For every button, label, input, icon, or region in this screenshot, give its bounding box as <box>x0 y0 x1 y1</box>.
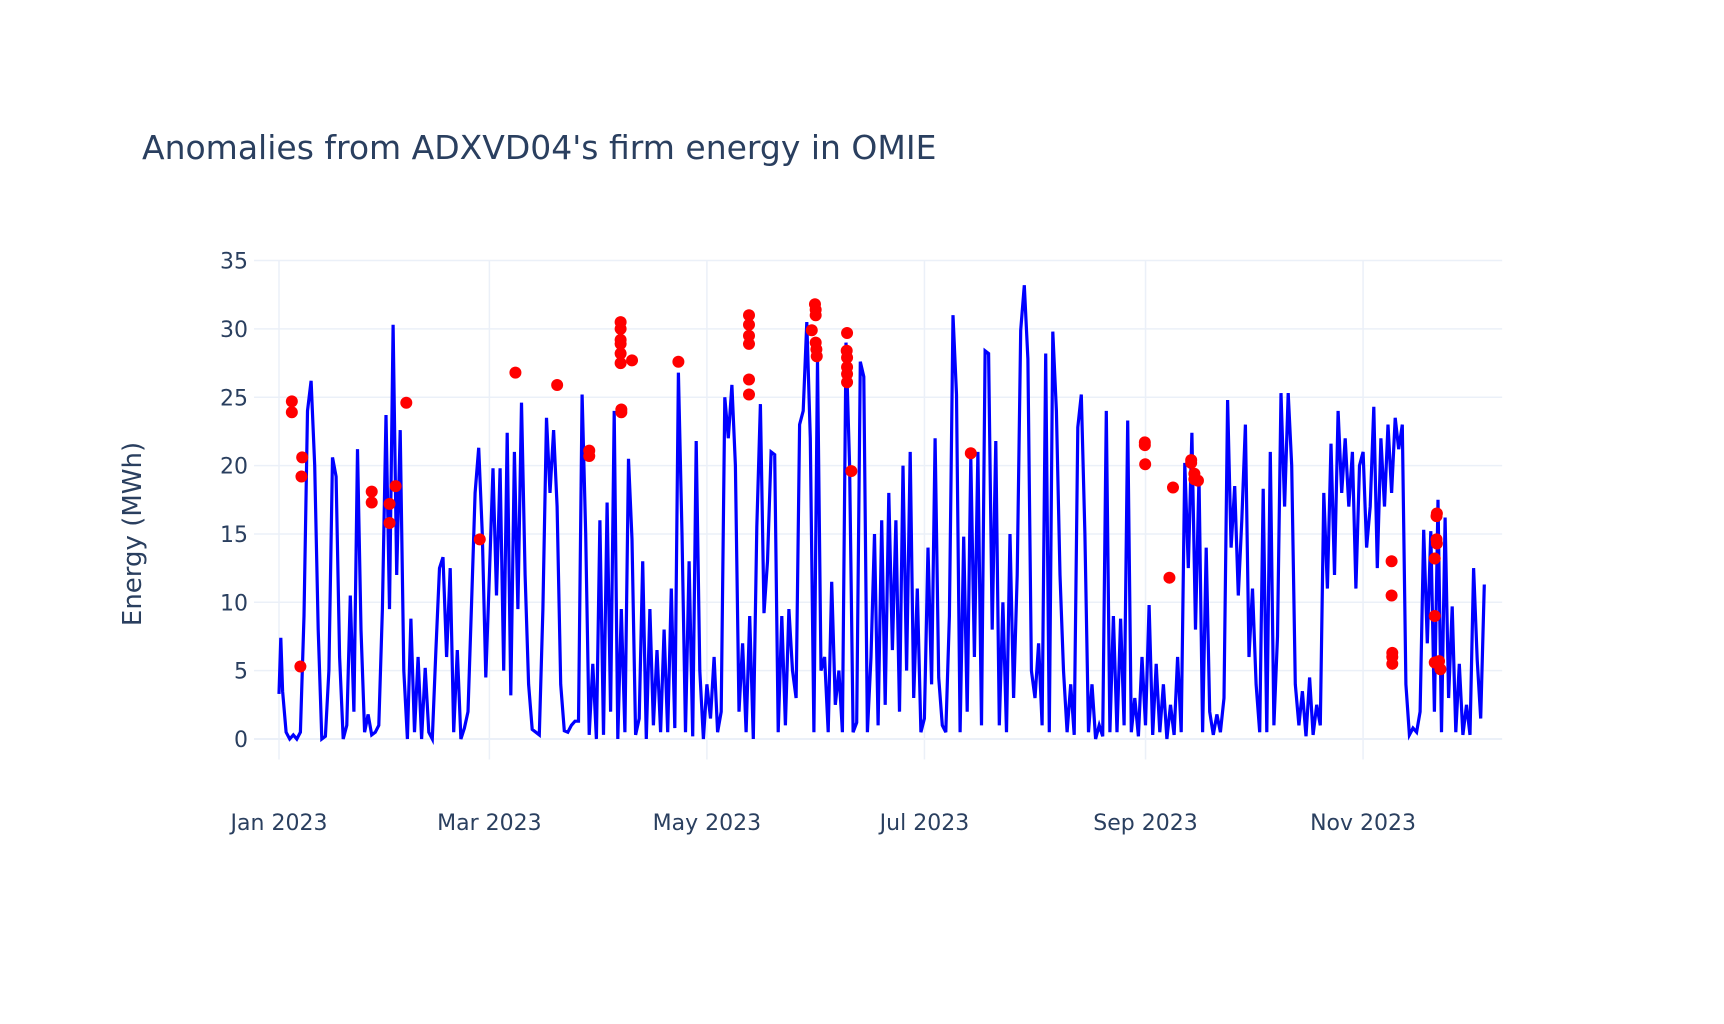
y-axis-ticks: 0 5 10 15 20 25 30 35 <box>220 250 248 753</box>
anomaly-point[interactable] <box>810 350 823 363</box>
x-tick-label: Mar 2023 <box>437 811 542 836</box>
anomaly-point[interactable] <box>841 368 854 381</box>
anomaly-markers <box>285 298 1447 676</box>
anomaly-point[interactable] <box>365 485 378 498</box>
anomaly-point[interactable] <box>583 450 596 463</box>
anomaly-point[interactable] <box>841 327 854 340</box>
anomaly-point[interactable] <box>742 373 755 386</box>
anomaly-point[interactable] <box>845 465 858 478</box>
chart-title: Anomalies from ADXVD04's firm energy in … <box>142 128 937 167</box>
anomaly-point[interactable] <box>1185 456 1198 469</box>
anomaly-point[interactable] <box>509 366 522 379</box>
anomaly-point[interactable] <box>365 496 378 509</box>
anomaly-point[interactable] <box>615 406 628 419</box>
anomaly-point[interactable] <box>1434 663 1447 676</box>
anomaly-point[interactable] <box>294 660 307 673</box>
anomaly-point[interactable] <box>964 447 977 460</box>
anomaly-point[interactable] <box>809 309 822 322</box>
anomaly-point[interactable] <box>742 388 755 401</box>
energy-line-series <box>277 285 1486 746</box>
anomaly-point[interactable] <box>1191 474 1204 487</box>
anomaly-point[interactable] <box>1163 571 1176 584</box>
x-axis-ticks: Jan 2023 Mar 2023 May 2023 Jul 2023 Sep 2023… <box>229 811 1416 836</box>
anomaly-point[interactable] <box>285 406 298 419</box>
anomaly-point[interactable] <box>1430 537 1443 550</box>
anomaly-point[interactable] <box>295 470 308 483</box>
anomaly-point[interactable] <box>614 337 627 350</box>
y-tick-label: 35 <box>220 250 248 275</box>
anomaly-point[interactable] <box>473 533 486 546</box>
y-tick-label: 25 <box>220 386 248 411</box>
anomaly-point[interactable] <box>742 329 755 342</box>
anomaly-point[interactable] <box>383 497 396 510</box>
anomaly-point[interactable] <box>285 395 298 408</box>
anomaly-point[interactable] <box>1386 657 1399 670</box>
anomaly-point[interactable] <box>383 517 396 530</box>
x-tick-label: Nov 2023 <box>1310 811 1416 836</box>
anomaly-point[interactable] <box>1385 555 1398 568</box>
anomaly-point[interactable] <box>400 396 413 409</box>
anomaly-point[interactable] <box>1430 507 1443 520</box>
anomaly-point[interactable] <box>389 480 402 493</box>
y-tick-label: 5 <box>234 660 248 685</box>
x-tick-label: Jan 2023 <box>229 811 328 836</box>
y-tick-label: 20 <box>220 455 248 480</box>
y-tick-label: 30 <box>220 318 248 343</box>
anomaly-point[interactable] <box>1138 439 1151 452</box>
anomaly-point[interactable] <box>841 351 854 364</box>
y-tick-label: 0 <box>234 728 248 753</box>
anomaly-point[interactable] <box>742 337 755 350</box>
x-tick-label: Sep 2023 <box>1093 811 1197 836</box>
anomaly-point[interactable] <box>551 378 564 391</box>
anomaly-point[interactable] <box>841 376 854 389</box>
anomaly-point[interactable] <box>1428 552 1441 565</box>
anomaly-point[interactable] <box>614 347 627 360</box>
y-tick-label: 10 <box>220 591 248 616</box>
anomaly-point[interactable] <box>1139 458 1152 471</box>
anomaly-point[interactable] <box>1166 481 1179 494</box>
anomaly-point[interactable] <box>626 354 639 367</box>
anomaly-point[interactable] <box>614 322 627 335</box>
anomaly-point[interactable] <box>672 355 685 368</box>
y-tick-label: 15 <box>220 523 248 548</box>
anomaly-point[interactable] <box>296 451 309 464</box>
x-tick-label: May 2023 <box>653 811 761 836</box>
anomaly-point[interactable] <box>742 318 755 331</box>
anomaly-point[interactable] <box>1385 589 1398 602</box>
anomaly-point[interactable] <box>805 324 818 337</box>
x-tick-label: Jul 2023 <box>878 811 970 836</box>
anomaly-point[interactable] <box>1428 609 1441 622</box>
anomaly-point[interactable] <box>614 357 627 370</box>
anomaly-point[interactable] <box>742 309 755 322</box>
